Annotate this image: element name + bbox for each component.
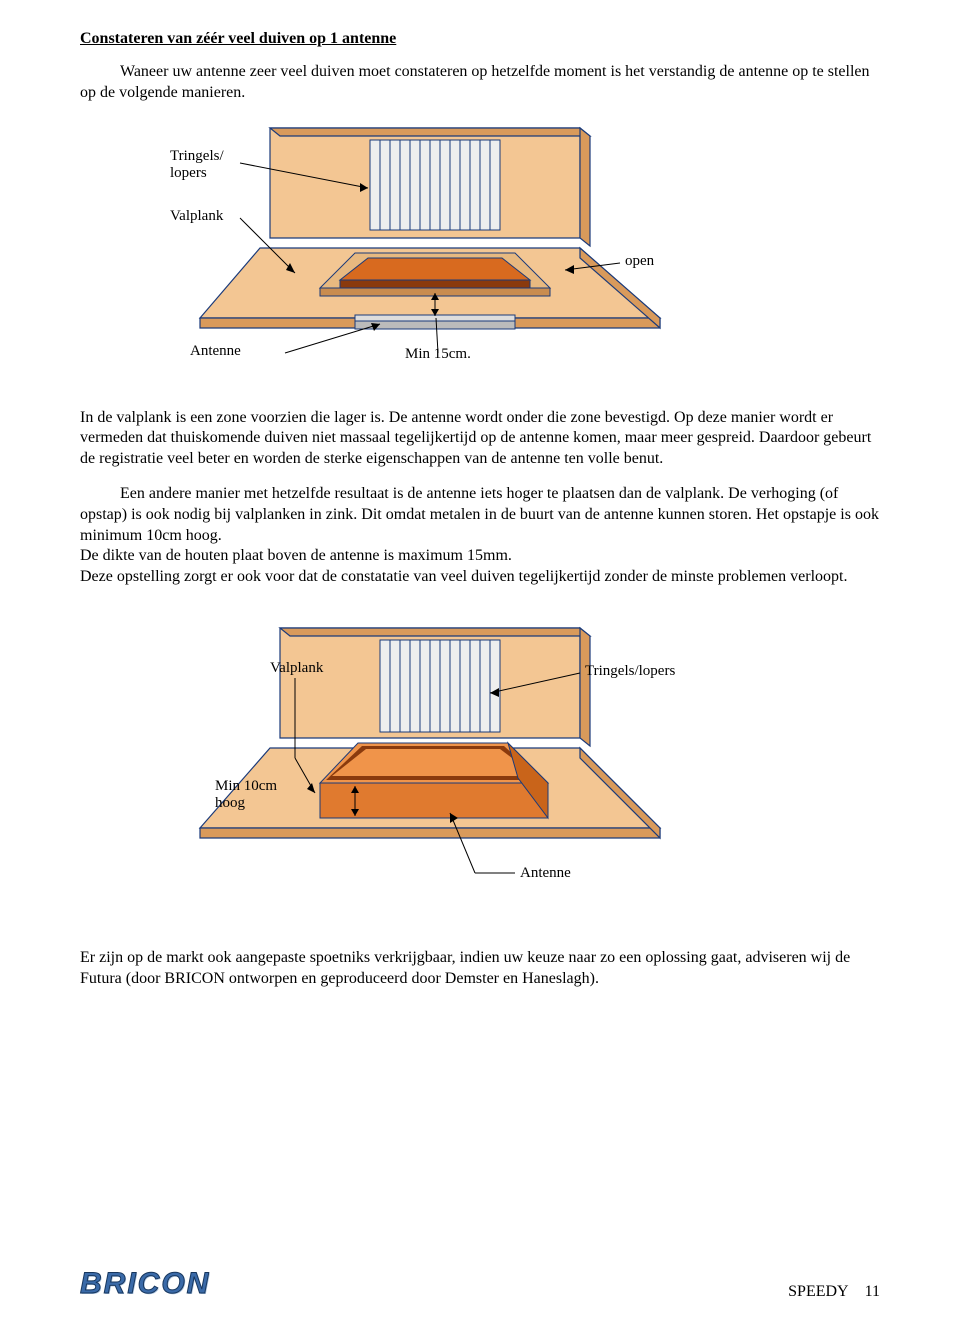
d2-label-valplank: Valplank <box>270 660 323 677</box>
d1-label-open: open <box>625 253 654 270</box>
page-num: 11 <box>865 1283 880 1300</box>
d1-label-antenne: Antenne <box>190 343 241 360</box>
d2-label-min10: Min 10cm hoog <box>215 778 277 812</box>
paragraph-3: Een andere manier met hetzelfde resultaa… <box>80 484 880 588</box>
logo: BRICON <box>80 1267 210 1301</box>
d1-label-tringels: Tringels/ lopers <box>170 148 224 182</box>
diagram-2: Valplank Tringels/lopers Min 10cm hoog A… <box>120 618 880 918</box>
page-footer: BRICON SPEEDY 11 <box>80 1267 880 1301</box>
paragraph-4: Er zijn op de markt ook aangepaste spoet… <box>80 948 880 990</box>
page-label: SPEEDY <box>788 1283 848 1300</box>
diagram-1: Tringels/ lopers Valplank open Antenne M… <box>120 118 880 378</box>
d2-label-tringels: Tringels/lopers <box>585 663 675 680</box>
d2-label-antenne: Antenne <box>520 865 571 882</box>
d1-label-min15: Min 15cm. <box>405 346 471 363</box>
intro-paragraph: Waneer uw antenne zeer veel duiven moet … <box>80 62 880 104</box>
page-number: SPEEDY 11 <box>788 1283 880 1301</box>
paragraph-2: In de valplank is een zone voorzien die … <box>80 408 880 470</box>
d1-label-valplank: Valplank <box>170 208 223 225</box>
section-heading: Constateren van zéér veel duiven op 1 an… <box>80 30 880 48</box>
